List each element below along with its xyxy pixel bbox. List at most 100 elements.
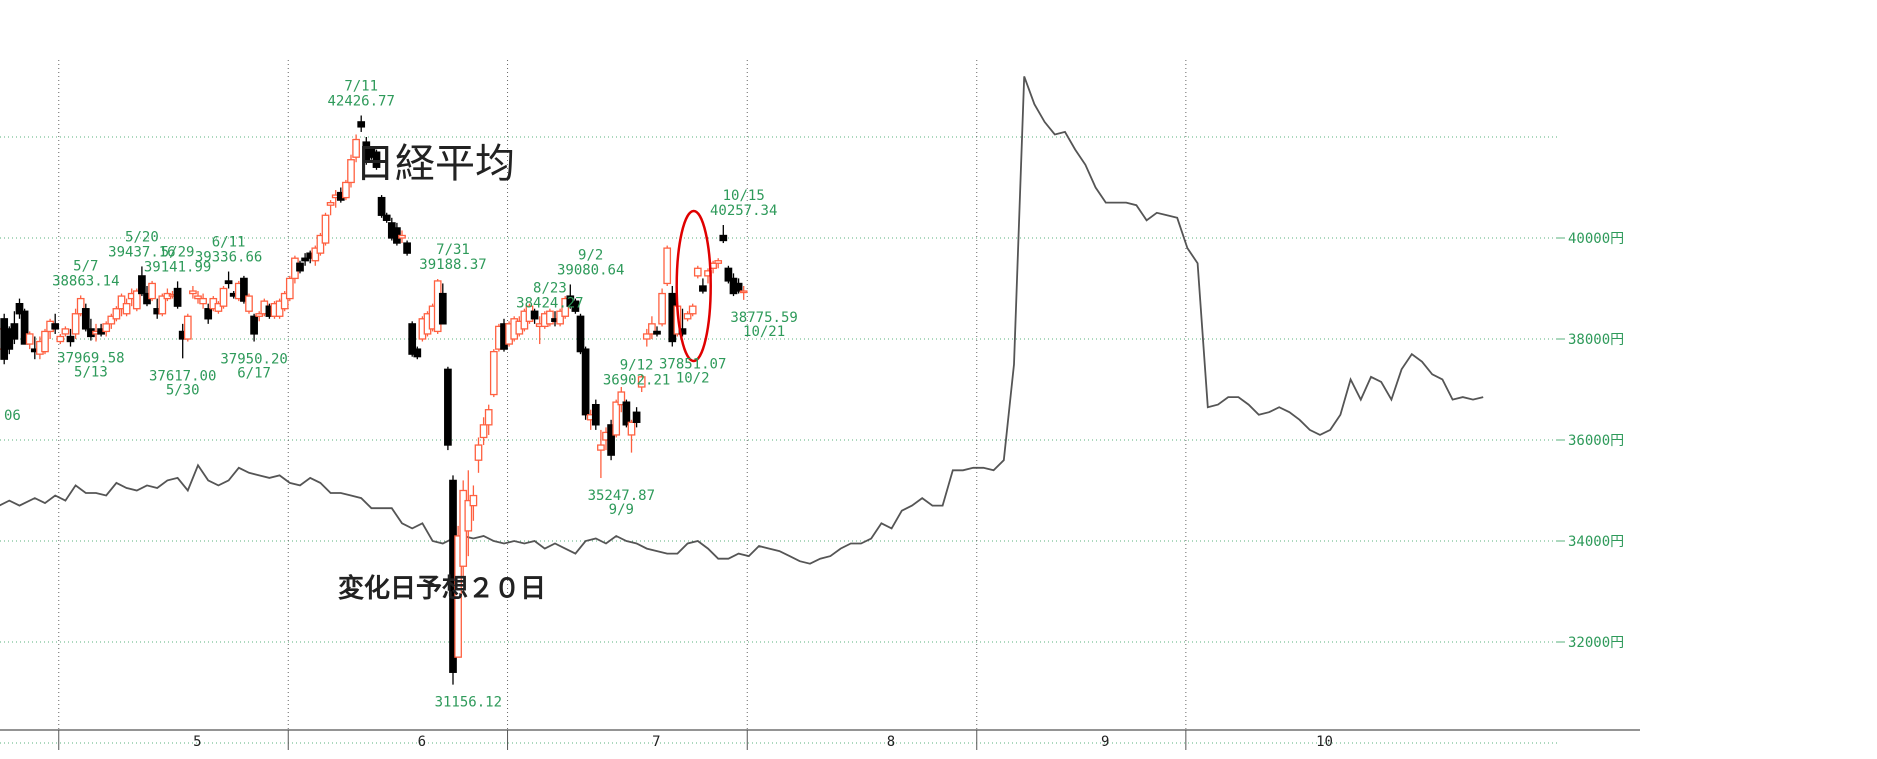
high-date-label: 7/31 bbox=[436, 242, 470, 258]
candle-body bbox=[377, 196, 386, 216]
low-value-label: 37969.58 bbox=[57, 351, 124, 367]
candle-body bbox=[122, 302, 131, 315]
high-value-label: 38424.27 bbox=[516, 296, 583, 312]
candle-body bbox=[138, 275, 146, 295]
candle-body bbox=[637, 376, 646, 388]
axes-layer: 32000円 34000円 36000円 38000円 40000円 5 6 7 8 9 10 bbox=[0, 231, 1640, 750]
candle-body bbox=[413, 348, 422, 358]
candle-body bbox=[734, 282, 743, 292]
high-date-label: 5/20 bbox=[125, 229, 159, 245]
candle-body bbox=[285, 277, 294, 300]
candle-body bbox=[403, 242, 411, 254]
candle-body bbox=[158, 295, 167, 315]
candle-body bbox=[632, 411, 641, 423]
high-date-label: 5/7 bbox=[73, 258, 98, 274]
high-value-label: 39141.99 bbox=[144, 259, 211, 275]
low-date-label: 5/13 bbox=[74, 365, 108, 381]
candle-body bbox=[597, 444, 605, 451]
y-tick-label: 34000円 bbox=[1568, 534, 1624, 550]
high-date-label: 5/29 bbox=[161, 244, 195, 260]
candle-body bbox=[658, 292, 666, 325]
candle-body bbox=[699, 285, 707, 292]
candle-body bbox=[546, 310, 554, 325]
high-date-label: 10/15 bbox=[723, 188, 765, 204]
candle-body bbox=[148, 282, 156, 300]
x-tick-label: 6 bbox=[418, 734, 426, 750]
partial-price-label: 06 bbox=[4, 408, 21, 424]
candle-body bbox=[479, 424, 488, 439]
low-value-label: 37617.00 bbox=[149, 368, 216, 384]
candle-body bbox=[382, 214, 391, 221]
candle-body bbox=[280, 292, 289, 310]
high-value-label: 40257.34 bbox=[710, 203, 777, 219]
candle-body bbox=[530, 310, 539, 320]
x-tick-label: 8 bbox=[887, 734, 895, 750]
candle-body bbox=[316, 234, 325, 254]
low-value-label: 37851.07 bbox=[659, 357, 726, 373]
candle-body bbox=[398, 234, 406, 239]
candle-body bbox=[489, 350, 498, 396]
candle-body bbox=[117, 295, 126, 310]
candle-body bbox=[107, 315, 116, 325]
candle-body bbox=[357, 121, 366, 128]
annotations-layer: 5/738863.1437969.585/135/2039437.165/293… bbox=[52, 78, 798, 710]
candle-body bbox=[408, 323, 417, 355]
candle-body bbox=[25, 333, 34, 345]
high-date-label: 9/2 bbox=[578, 247, 603, 263]
candle-body bbox=[688, 305, 697, 315]
candle-body bbox=[683, 313, 692, 320]
candle-body bbox=[714, 260, 723, 264]
candle-body bbox=[20, 310, 29, 345]
candles-layer bbox=[0, 115, 748, 685]
highlight-ellipse bbox=[675, 209, 712, 363]
high-value-label: 39080.64 bbox=[557, 262, 624, 278]
high-value-label: 39437.16 bbox=[108, 244, 175, 260]
high-date-label: 8/23 bbox=[533, 281, 567, 297]
candle-body bbox=[71, 313, 80, 335]
chart-title: 日経平均 bbox=[355, 141, 515, 187]
candle-body bbox=[571, 300, 580, 312]
y-tick-label: 38000円 bbox=[1568, 332, 1624, 348]
candle-body bbox=[321, 214, 330, 244]
x-tick-label: 7 bbox=[652, 734, 660, 750]
candle-body bbox=[189, 290, 197, 295]
candle-body bbox=[438, 292, 447, 325]
candle-body bbox=[41, 330, 49, 353]
candle-body bbox=[326, 201, 335, 206]
low-value-label: 38775.59 bbox=[730, 310, 797, 326]
x-tick-label: 9 bbox=[1101, 734, 1109, 750]
high-value-label: 42426.77 bbox=[327, 93, 394, 109]
candle-body bbox=[255, 313, 264, 317]
candle-body bbox=[719, 234, 728, 242]
candle-body bbox=[219, 287, 228, 307]
candle-body bbox=[132, 290, 141, 310]
candle-body bbox=[204, 308, 213, 320]
high-date-label: 9/12 bbox=[620, 357, 654, 373]
high-value-label: 36902.21 bbox=[603, 372, 670, 388]
candle-body bbox=[469, 494, 478, 507]
candle-body bbox=[352, 138, 360, 158]
candle-body bbox=[183, 315, 192, 340]
candle-body bbox=[66, 335, 75, 343]
forecast-line-layer bbox=[0, 76, 1484, 565]
candle-body bbox=[556, 310, 564, 325]
candle-body bbox=[173, 287, 182, 307]
candle-body bbox=[576, 315, 585, 353]
high-value-label: 39188.37 bbox=[419, 257, 486, 273]
candle-body bbox=[642, 333, 651, 340]
high-value-label: 39336.66 bbox=[195, 250, 262, 266]
candle-body bbox=[245, 295, 253, 312]
chart-subtitle: 変化日予想２０日 bbox=[338, 573, 546, 604]
x-tick-label: 10 bbox=[1316, 734, 1333, 750]
candle-body bbox=[617, 391, 626, 406]
high-date-label: 7/11 bbox=[344, 78, 378, 94]
y-tick-label: 32000円 bbox=[1568, 635, 1624, 651]
low-date-label: 10/2 bbox=[676, 371, 710, 387]
candle-body bbox=[311, 247, 320, 262]
candle-body bbox=[250, 315, 258, 335]
candle-body bbox=[653, 330, 661, 335]
candle-body bbox=[454, 535, 462, 658]
low-value-label: 37950.20 bbox=[220, 352, 287, 368]
candle-body bbox=[561, 297, 570, 317]
